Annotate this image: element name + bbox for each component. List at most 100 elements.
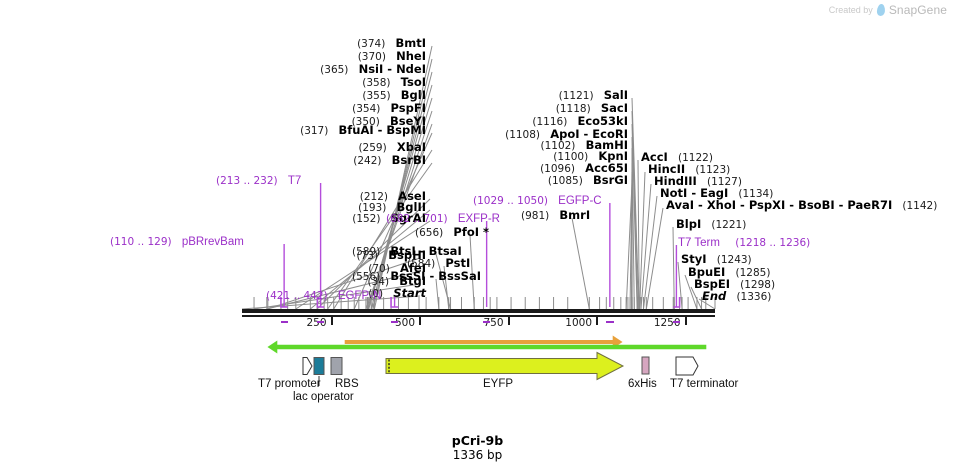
enzyme-name: BsrBI: [391, 153, 426, 167]
plasmid-name: pCri-9b: [451, 433, 504, 448]
enzyme-position: (981): [521, 210, 550, 222]
enzyme-label: (1100) KpnI: [553, 149, 628, 163]
eyfp-feature-arrow: [385, 351, 625, 381]
enzyme-label: (1108) ApoI - EcoRI: [505, 127, 628, 141]
enzyme-name: PfoI *: [453, 225, 490, 239]
enzyme-label: (34) BtgI: [367, 274, 426, 288]
enzyme-name: BssSaI: [438, 269, 481, 283]
rbs-label: RBS: [335, 378, 359, 390]
enzyme-name: SacI: [600, 101, 628, 115]
enzyme-name: BlpI: [676, 217, 702, 231]
feature-range-label: T7 Term (1218 .. 1236): [678, 235, 810, 249]
enzyme-label: (1085) BsrGI: [548, 173, 628, 187]
enzyme-name: BtsI: [390, 244, 416, 258]
enzyme-name: XhoI: [706, 198, 737, 212]
enzyme-position: (1121): [558, 90, 594, 102]
enzyme-label: BpuEI (1285): [688, 265, 770, 279]
enzyme-label: HindIII (1127): [654, 174, 742, 188]
enzyme-name: NsiI: [358, 62, 384, 76]
enzyme-position: (354): [352, 103, 381, 115]
ruler-baseline: [242, 315, 715, 317]
enzyme-label: (242) BsrBI: [353, 153, 426, 167]
t7-terminator-arrow: [675, 356, 699, 376]
t7-promoter-arrow: [302, 357, 313, 375]
feature-name: EGFP-N: [337, 290, 382, 302]
enzyme-position: (1100): [553, 151, 589, 163]
rbs-box: [330, 357, 343, 375]
enzyme-label: (73) BspHI: [357, 248, 426, 262]
enzyme-position: (656): [415, 227, 444, 239]
enzyme-label: StyI (1243): [681, 252, 752, 266]
enzyme-label: (350) BseYI: [352, 114, 426, 128]
enzyme-name: StyI: [681, 252, 707, 266]
enzyme-name: BsrGI: [593, 173, 628, 187]
enzyme-position: (1102): [540, 140, 576, 152]
enzyme-label: (0) Start: [368, 286, 426, 300]
enzyme-position: (73): [356, 250, 379, 262]
feature-span-tick: [673, 321, 680, 323]
enzyme-name: Acc65I: [585, 161, 628, 175]
enzyme-position: (374): [357, 38, 386, 50]
6xhis-box: [641, 356, 650, 375]
enzyme-position: (1298): [740, 279, 776, 291]
enzyme-position: (584): [407, 258, 436, 270]
enzyme-name: BspHI: [388, 248, 426, 262]
enzyme-position: (317): [300, 125, 329, 137]
ruler-tick-label: 1250: [653, 317, 681, 329]
enzyme-label: HincII (1123): [648, 162, 730, 176]
name-separator: -: [373, 123, 387, 137]
feature-span-tick: [606, 321, 614, 323]
enzyme-name: PspFI: [390, 101, 426, 115]
enzyme-position: (355): [362, 90, 391, 102]
enzyme-name: TsoI: [400, 75, 426, 89]
sequence-line: [242, 309, 715, 313]
enzyme-name: End: [702, 289, 727, 303]
enzyme-position: (0): [368, 288, 384, 300]
enzyme-label: (365) NsiI - NdeI: [320, 62, 426, 76]
enzyme-name: PaeR7I: [847, 198, 893, 212]
name-separator: -: [694, 198, 707, 212]
enzyme-position: (1142): [902, 200, 938, 212]
name-separator: -: [415, 244, 429, 258]
feature-range: (213 .. 232): [216, 175, 278, 187]
snapgene-wordmark: SnapGene: [888, 3, 947, 17]
t7-terminator-label: T7 terminator: [670, 378, 739, 390]
enzyme-name: BspMI: [386, 123, 426, 137]
enzyme-name: NotI: [660, 186, 688, 200]
enzyme-name: AseI: [398, 189, 426, 203]
enzyme-position: (1118): [555, 103, 591, 115]
enzyme-position: (259): [358, 142, 387, 154]
enzyme-name: PstI: [445, 256, 471, 270]
enzyme-name: BglI: [400, 88, 426, 102]
enzyme-name: XbaI: [396, 140, 426, 154]
enzyme-name: BssSI: [390, 269, 426, 283]
enzyme-label: (981) BmrI: [521, 208, 590, 222]
enzyme-name: BglII: [396, 200, 427, 214]
name-separator: -: [785, 198, 799, 212]
enzyme-position: (1122): [678, 152, 713, 164]
enzyme-position: (1123): [695, 164, 731, 176]
green-feature-arrow: [267, 340, 707, 354]
enzyme-name: AvaI: [666, 198, 695, 212]
feature-range: (110 .. 129): [110, 236, 172, 248]
enzyme-position: (1336): [736, 291, 772, 303]
enzyme-name: SalI: [603, 88, 628, 102]
ruler-tick: [684, 317, 687, 325]
lac-operator-box: [313, 357, 325, 375]
6xhis-label: 6xHis: [628, 378, 657, 390]
enzyme-name: Start: [393, 286, 426, 300]
feature-name: EXFP-R: [457, 213, 500, 225]
feature-name: T7 Term: [678, 237, 720, 249]
enzyme-position: (212): [359, 191, 388, 203]
ruler-tick: [507, 317, 510, 325]
feature-name: EGFP-C: [558, 195, 602, 207]
enzyme-label: (656) PfoI *: [415, 225, 489, 239]
name-separator: -: [834, 198, 848, 212]
enzyme-position: (1134): [738, 188, 774, 200]
enzyme-name: NheI: [396, 49, 426, 63]
feature-range-label: (682 .. 701) EXFP-R: [386, 211, 500, 225]
plasmid-length: 1336 bp: [452, 448, 503, 462]
enzyme-name: BamHI: [585, 138, 628, 152]
feature-range-label: (110 .. 129) pBRrevBam: [110, 234, 244, 248]
